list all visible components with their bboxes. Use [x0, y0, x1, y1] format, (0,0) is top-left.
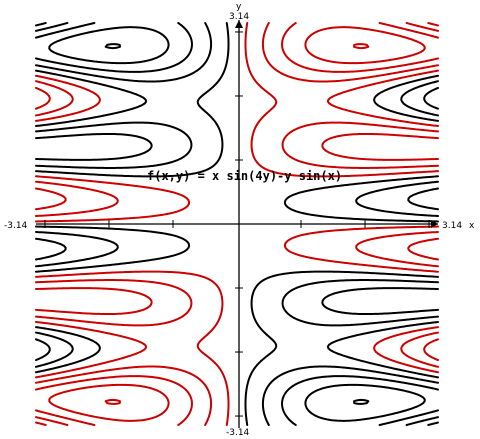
y-max-tick-label: 3.14	[229, 12, 249, 22]
contour-level-neg-3	[35, 22, 439, 426]
x-axis-arrow	[431, 220, 438, 228]
axes	[36, 20, 438, 428]
x-axis-label: x	[469, 221, 475, 231]
contour-level-pos-4	[48, 26, 426, 422]
contour-level-neg-2	[35, 22, 439, 426]
contour-level-neg-1	[35, 22, 439, 426]
contour-level-pos-5	[104, 43, 370, 405]
x-max-tick-label: 3.14	[442, 221, 462, 231]
contour-level-pos-2	[35, 22, 439, 426]
contour-level-pos-3	[35, 22, 439, 426]
chart-title: f(x,y) = x sin(4y)-y sin(x)	[147, 169, 342, 183]
y-axis-label: y	[236, 2, 242, 12]
y-axis-arrow	[235, 20, 243, 28]
contour-level-neg-4	[48, 26, 426, 422]
contour-level-pos-1	[35, 22, 439, 426]
axis-ticks	[44, 31, 430, 417]
y-min-tick-label: -3.14	[226, 428, 250, 438]
contour-lines	[35, 22, 439, 426]
contour-level-neg-5	[104, 43, 370, 405]
x-min-tick-label: -3.14	[4, 221, 28, 231]
